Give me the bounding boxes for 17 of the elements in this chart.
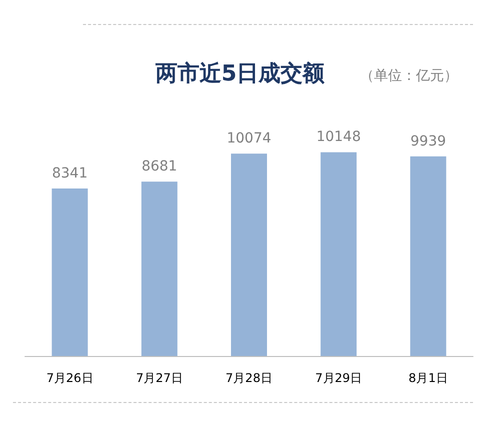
x-tick-label: 7月28日 — [226, 371, 272, 385]
bar — [52, 188, 88, 356]
data-label: 9939 — [410, 133, 446, 150]
data-label: 8341 — [52, 165, 88, 182]
bar — [410, 156, 446, 356]
bar — [141, 182, 178, 356]
x-tick-label: 7月29日 — [315, 371, 362, 385]
x-tick-label: 7月26日 — [46, 371, 94, 385]
data-label: 8681 — [142, 158, 178, 175]
bar — [231, 154, 267, 356]
data-label: 10148 — [316, 129, 361, 146]
x-tick-label: 7月27日 — [136, 371, 183, 385]
chart-subtitle: （单位：亿元） — [360, 68, 458, 84]
bar — [320, 152, 357, 356]
x-tick-label: 8月1日 — [408, 371, 448, 385]
chart-title: 两市近5日成交额 — [154, 60, 326, 86]
data-label: 10074 — [226, 130, 272, 147]
